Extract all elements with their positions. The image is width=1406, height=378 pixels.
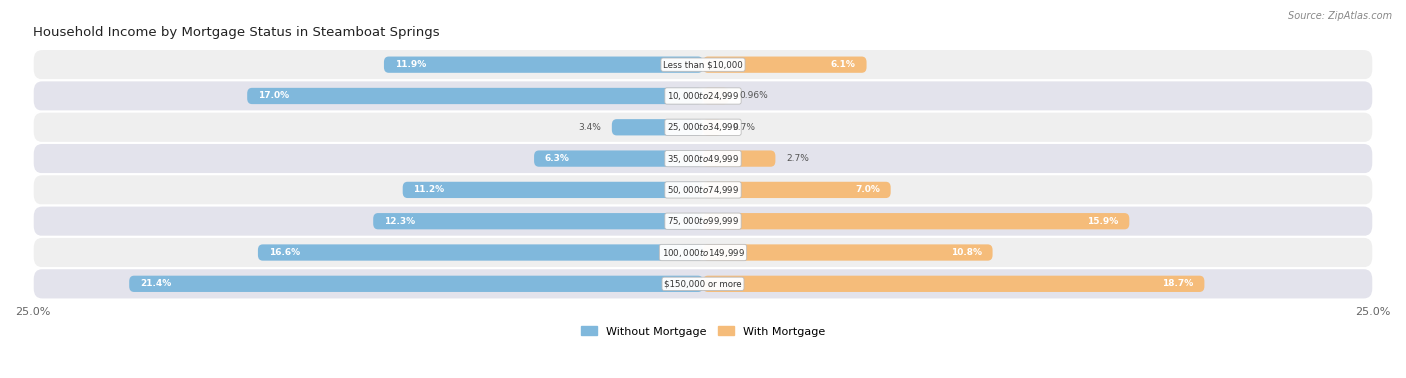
Text: 18.7%: 18.7% [1163, 279, 1194, 288]
FancyBboxPatch shape [247, 88, 703, 104]
FancyBboxPatch shape [703, 119, 721, 135]
FancyBboxPatch shape [703, 245, 993, 261]
Text: 15.9%: 15.9% [1087, 217, 1119, 226]
FancyBboxPatch shape [384, 57, 703, 73]
Text: $75,000 to $99,999: $75,000 to $99,999 [666, 215, 740, 227]
FancyBboxPatch shape [402, 182, 703, 198]
FancyBboxPatch shape [129, 276, 703, 292]
Text: 3.4%: 3.4% [578, 123, 602, 132]
Text: Less than $10,000: Less than $10,000 [664, 60, 742, 69]
FancyBboxPatch shape [703, 88, 728, 104]
FancyBboxPatch shape [703, 57, 866, 73]
FancyBboxPatch shape [612, 119, 703, 135]
FancyBboxPatch shape [703, 150, 775, 167]
FancyBboxPatch shape [32, 206, 1374, 237]
FancyBboxPatch shape [32, 237, 1374, 268]
Text: Household Income by Mortgage Status in Steamboat Springs: Household Income by Mortgage Status in S… [32, 26, 439, 39]
Text: $35,000 to $49,999: $35,000 to $49,999 [666, 153, 740, 164]
Text: $10,000 to $24,999: $10,000 to $24,999 [666, 90, 740, 102]
FancyBboxPatch shape [32, 80, 1374, 112]
Text: $100,000 to $149,999: $100,000 to $149,999 [661, 246, 745, 259]
FancyBboxPatch shape [703, 182, 890, 198]
FancyBboxPatch shape [703, 213, 1129, 229]
Text: $150,000 or more: $150,000 or more [664, 279, 742, 288]
FancyBboxPatch shape [32, 112, 1374, 143]
Text: 6.3%: 6.3% [544, 154, 569, 163]
FancyBboxPatch shape [32, 143, 1374, 174]
Text: 6.1%: 6.1% [831, 60, 856, 69]
FancyBboxPatch shape [257, 245, 703, 261]
Text: $50,000 to $74,999: $50,000 to $74,999 [666, 184, 740, 196]
Text: 12.3%: 12.3% [384, 217, 415, 226]
FancyBboxPatch shape [32, 268, 1374, 299]
Text: 0.96%: 0.96% [740, 91, 768, 101]
FancyBboxPatch shape [703, 276, 1205, 292]
Text: 10.8%: 10.8% [950, 248, 981, 257]
Legend: Without Mortgage, With Mortgage: Without Mortgage, With Mortgage [576, 322, 830, 341]
Text: Source: ZipAtlas.com: Source: ZipAtlas.com [1288, 11, 1392, 21]
Text: 11.2%: 11.2% [413, 185, 444, 194]
Text: 16.6%: 16.6% [269, 248, 299, 257]
Text: $25,000 to $34,999: $25,000 to $34,999 [666, 121, 740, 133]
Text: 17.0%: 17.0% [257, 91, 290, 101]
Text: 11.9%: 11.9% [395, 60, 426, 69]
Text: 2.7%: 2.7% [786, 154, 808, 163]
Text: 21.4%: 21.4% [141, 279, 172, 288]
FancyBboxPatch shape [534, 150, 703, 167]
FancyBboxPatch shape [373, 213, 703, 229]
Text: 7.0%: 7.0% [855, 185, 880, 194]
FancyBboxPatch shape [32, 49, 1374, 80]
Text: 0.7%: 0.7% [733, 123, 755, 132]
FancyBboxPatch shape [32, 174, 1374, 206]
